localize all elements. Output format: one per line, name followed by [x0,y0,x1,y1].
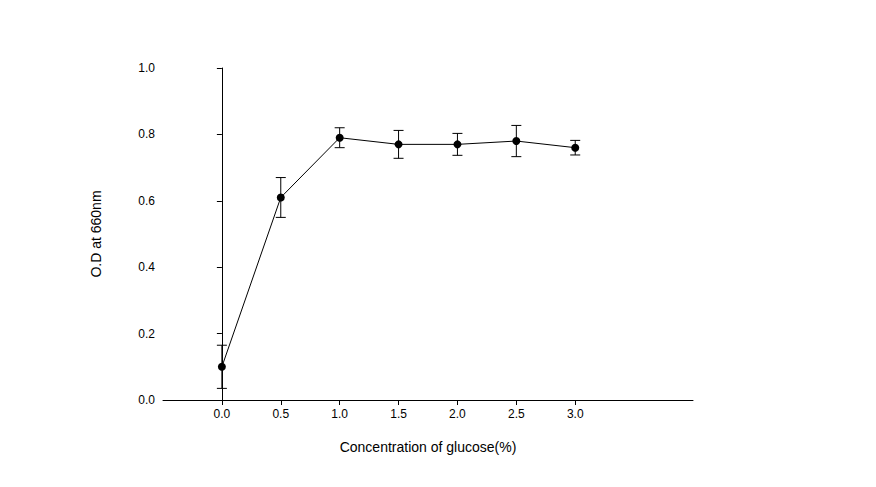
svg-text:O.D at 660nm: O.D at 660nm [88,190,104,277]
svg-text:1.0: 1.0 [138,61,155,75]
svg-text:1.5: 1.5 [390,407,407,421]
svg-text:0.4: 0.4 [138,260,155,274]
svg-text:2.0: 2.0 [449,407,466,421]
svg-text:0.8: 0.8 [138,127,155,141]
svg-text:0.0: 0.0 [138,393,155,407]
svg-text:Concentration of glucose(%): Concentration of glucose(%) [340,439,517,455]
svg-text:1.0: 1.0 [331,407,348,421]
svg-text:0.2: 0.2 [138,327,155,341]
svg-text:0.0: 0.0 [214,407,231,421]
svg-text:0.6: 0.6 [138,194,155,208]
svg-text:2.5: 2.5 [508,407,525,421]
svg-text:3.0: 3.0 [567,407,584,421]
svg-text:0.5: 0.5 [272,407,289,421]
